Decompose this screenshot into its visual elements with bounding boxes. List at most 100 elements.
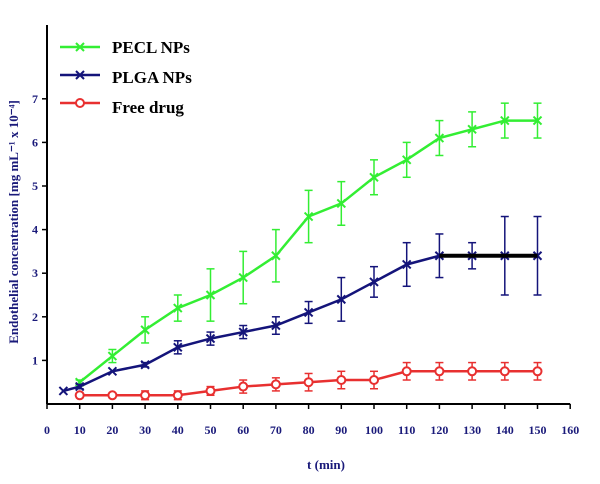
x-tick-label: 60	[237, 423, 249, 437]
data-point	[336, 198, 347, 209]
marker-stroke	[401, 259, 412, 270]
marker-stroke	[140, 325, 150, 335]
data-point	[238, 272, 248, 283]
x-tick-label: 20	[106, 423, 118, 437]
legend-entry: PECL NPs	[60, 38, 190, 57]
y-tick-label: 6	[32, 135, 38, 149]
x-tick-label: 80	[303, 423, 315, 437]
legend-label: Free drug	[112, 98, 184, 117]
marker-stroke	[173, 342, 183, 353]
data-point	[369, 375, 379, 386]
data-point	[238, 327, 248, 337]
marker-stroke	[434, 133, 445, 143]
data-point	[499, 366, 510, 377]
marker-stroke	[467, 124, 477, 135]
data-point	[467, 124, 477, 135]
x-tick-label: 90	[335, 423, 347, 437]
data-point	[532, 115, 543, 126]
marker-stroke	[500, 115, 510, 126]
data-point	[205, 290, 216, 300]
y-tick-label: 4	[32, 223, 38, 237]
marker-stroke	[74, 381, 85, 392]
axis-ticks: 0 10 20 30 40 50 60 70 80 90 100 110 120 130 140 150 160…	[32, 92, 579, 437]
data-point	[74, 381, 85, 392]
series-layer	[58, 102, 543, 401]
x-axis-title: t (min)	[307, 457, 345, 472]
x-tick-label: 150	[529, 423, 547, 437]
data-point	[270, 379, 281, 390]
data-point	[205, 333, 216, 344]
marker-stroke	[75, 42, 85, 52]
marker-stroke	[205, 333, 216, 344]
marker-stroke	[336, 198, 347, 209]
legend-entry: Free drug	[60, 98, 184, 117]
marker-stroke	[238, 327, 248, 337]
data-point	[434, 133, 445, 143]
data-point	[172, 390, 183, 401]
data-point	[107, 351, 118, 361]
marker-stroke	[173, 303, 183, 313]
marker-stroke	[271, 251, 281, 261]
data-point	[173, 303, 183, 313]
y-tick-label: 3	[32, 266, 38, 280]
marker-stroke	[75, 70, 85, 80]
marker-stroke	[303, 211, 314, 222]
marker-stroke	[58, 386, 69, 396]
marker-stroke	[107, 351, 118, 361]
data-point	[336, 375, 347, 386]
data-point	[303, 377, 314, 388]
data-point	[173, 342, 183, 353]
x-tick-label: 100	[365, 423, 383, 437]
x-tick-label: 10	[74, 423, 86, 437]
legend-entry: PLGA NPs	[60, 68, 192, 87]
data-point	[140, 360, 150, 370]
data-point	[271, 320, 281, 331]
legend-marker	[75, 70, 85, 80]
data-point	[74, 390, 85, 401]
legend-label: PLGA NPs	[112, 68, 192, 87]
x-tick-label: 40	[172, 423, 184, 437]
data-point	[401, 366, 412, 377]
data-point	[303, 211, 314, 222]
x-tick-label: 50	[205, 423, 217, 437]
marker-stroke	[107, 366, 118, 377]
marker-stroke	[140, 360, 150, 370]
x-tick-label: 110	[398, 423, 415, 437]
data-point	[107, 390, 118, 401]
marker-stroke	[369, 277, 379, 287]
series-free-drug	[74, 361, 543, 401]
y-tick-label: 7	[32, 92, 38, 106]
data-point	[434, 366, 445, 377]
data-point	[238, 381, 249, 392]
x-tick-label: 0	[44, 423, 50, 437]
legend-marker	[75, 98, 85, 108]
x-tick-label: 30	[139, 423, 151, 437]
data-point	[532, 366, 543, 377]
legend-marker	[75, 42, 85, 52]
y-tick-label: 5	[32, 179, 38, 193]
data-point	[140, 325, 150, 335]
data-point	[401, 259, 412, 270]
marker-stroke	[271, 320, 281, 331]
data-point	[369, 277, 379, 287]
data-point	[303, 307, 314, 318]
data-point	[205, 385, 216, 396]
marker-stroke	[369, 172, 379, 182]
marker-stroke	[303, 307, 314, 318]
y-tick-label: 2	[32, 310, 38, 324]
data-point	[369, 172, 379, 182]
data-point	[107, 366, 118, 377]
data-point	[401, 155, 412, 165]
y-tick-label: 1	[32, 353, 38, 367]
legend-label: PECL NPs	[112, 38, 190, 57]
x-tick-label: 160	[561, 423, 579, 437]
marker-stroke	[238, 272, 248, 283]
marker-stroke	[205, 290, 216, 300]
x-tick-label: 130	[463, 423, 481, 437]
marker-stroke	[401, 155, 412, 165]
data-point	[271, 251, 281, 261]
data-point	[500, 115, 510, 126]
data-point	[58, 386, 69, 396]
data-point	[336, 294, 347, 305]
